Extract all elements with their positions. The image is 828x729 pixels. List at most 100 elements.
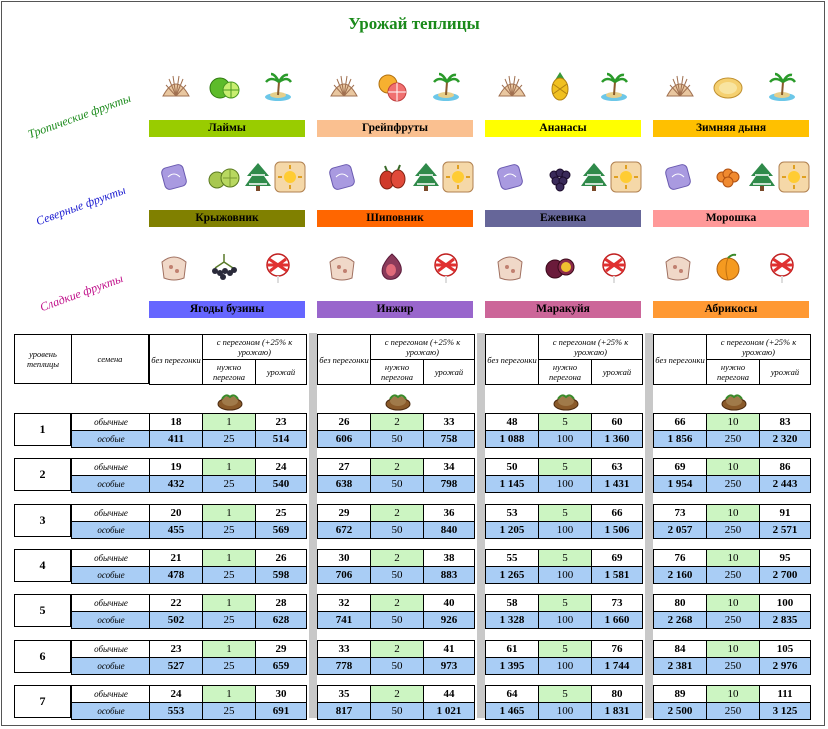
needed-value: 100 bbox=[538, 521, 592, 539]
value-block: 24 1 30 553 25 691 bbox=[149, 685, 307, 720]
yield-value: 105 bbox=[759, 640, 811, 658]
yield-value: 2 835 bbox=[759, 611, 811, 629]
no-distill-value: 606 bbox=[317, 430, 371, 448]
seed-type-special: особые bbox=[71, 521, 151, 539]
level-number: 6 bbox=[14, 640, 71, 673]
seed-pile-icon bbox=[384, 391, 412, 411]
no-distill-value: 706 bbox=[317, 566, 371, 584]
needed-value: 5 bbox=[538, 413, 592, 431]
seed-type-normal: обычные bbox=[71, 458, 151, 476]
no-distill-value: 2 500 bbox=[653, 702, 707, 720]
needed-value: 100 bbox=[538, 702, 592, 720]
needed-value: 50 bbox=[370, 657, 424, 675]
fig-icon bbox=[375, 250, 409, 284]
seed-type-special: особые bbox=[71, 566, 151, 584]
needed-value: 5 bbox=[538, 549, 592, 567]
yield-value: 883 bbox=[423, 566, 475, 584]
yield-value: 540 bbox=[255, 475, 307, 493]
crop-bar-2-4: Морошка bbox=[653, 210, 809, 227]
seed-type-normal: обычные bbox=[71, 549, 151, 567]
needed-value: 250 bbox=[706, 611, 760, 629]
level-number: 4 bbox=[14, 549, 71, 582]
no-distill-value: 411 bbox=[149, 430, 203, 448]
seed-type-normal: обычные bbox=[71, 504, 151, 522]
needed-header: нужно перегона bbox=[538, 359, 592, 385]
yield-value: 34 bbox=[423, 458, 475, 476]
value-block: 20 1 25 455 25 569 bbox=[149, 504, 307, 539]
no-distill-value: 19 bbox=[149, 458, 203, 476]
needed-value: 25 bbox=[202, 611, 256, 629]
no-distill-value: 1 395 bbox=[485, 657, 539, 675]
yield-value: 23 bbox=[255, 413, 307, 431]
value-block: 64 5 80 1 465 100 1 831 bbox=[485, 685, 643, 720]
needed-value: 10 bbox=[706, 413, 760, 431]
tree-icon bbox=[745, 160, 779, 194]
no-distill-value: 66 bbox=[653, 413, 707, 431]
palm-icon bbox=[597, 70, 631, 104]
yield-value: 38 bbox=[423, 549, 475, 567]
yield-value: 24 bbox=[255, 458, 307, 476]
page-title: Урожай теплицы bbox=[348, 14, 480, 33]
header-block-4: без перегонки с перегоном (+25% к урожаю)… bbox=[653, 334, 811, 385]
yield-value: 44 bbox=[423, 685, 475, 703]
candy-icon bbox=[597, 250, 631, 284]
seed-bag-icon bbox=[493, 250, 527, 284]
yield-header: урожай bbox=[423, 359, 475, 385]
needed-value: 2 bbox=[370, 549, 424, 567]
no-distill-value: 61 bbox=[485, 640, 539, 658]
no-distill-value: 21 bbox=[149, 549, 203, 567]
no-distill-value: 84 bbox=[653, 640, 707, 658]
candy-icon bbox=[429, 250, 463, 284]
value-block: 29 2 36 672 50 840 bbox=[317, 504, 475, 539]
value-block: 18 1 23 411 25 514 bbox=[149, 413, 307, 448]
needed-value: 2 bbox=[370, 640, 424, 658]
yield-value: 1 744 bbox=[591, 657, 643, 675]
crop-bar-2-1: Крыжовник bbox=[149, 210, 305, 227]
yield-value: 33 bbox=[423, 413, 475, 431]
seed-type-labels: обычные особые bbox=[71, 458, 151, 493]
ice-icon bbox=[661, 160, 695, 194]
yield-value: 36 bbox=[423, 504, 475, 522]
needed-value: 1 bbox=[202, 594, 256, 612]
melon-icon bbox=[711, 70, 745, 104]
value-block: 30 2 38 706 50 883 bbox=[317, 549, 475, 584]
value-block: 35 2 44 817 50 1 021 bbox=[317, 685, 475, 720]
no-distill-value: 817 bbox=[317, 702, 371, 720]
yield-value: 926 bbox=[423, 611, 475, 629]
no-distill-value: 18 bbox=[149, 413, 203, 431]
yield-value: 569 bbox=[255, 521, 307, 539]
yield-value: 2 700 bbox=[759, 566, 811, 584]
value-block: 27 2 34 638 50 798 bbox=[317, 458, 475, 493]
no-distill-header: без перегонки bbox=[149, 334, 203, 385]
shell-icon bbox=[663, 70, 697, 104]
sun-card-icon bbox=[609, 160, 643, 194]
palm-icon bbox=[429, 70, 463, 104]
value-block: 33 2 41 778 50 973 bbox=[317, 640, 475, 675]
no-distill-value: 73 bbox=[653, 504, 707, 522]
no-distill-value: 69 bbox=[653, 458, 707, 476]
needed-value: 2 bbox=[370, 458, 424, 476]
seed-bag-icon bbox=[157, 250, 191, 284]
needed-value: 10 bbox=[706, 685, 760, 703]
no-distill-value: 432 bbox=[149, 475, 203, 493]
yield-value: 95 bbox=[759, 549, 811, 567]
yield-value: 514 bbox=[255, 430, 307, 448]
apricot-icon bbox=[711, 250, 745, 284]
seed-type-labels: обычные особые bbox=[71, 594, 151, 629]
candy-icon bbox=[765, 250, 799, 284]
with-distill-header: с перегоном (+25% к урожаю) bbox=[202, 334, 307, 360]
value-block: 80 10 100 2 268 250 2 835 bbox=[653, 594, 811, 629]
yield-value: 91 bbox=[759, 504, 811, 522]
ice-icon bbox=[157, 160, 191, 194]
seed-type-labels: обычные особые bbox=[71, 549, 151, 584]
sun-card-icon bbox=[777, 160, 811, 194]
seed-type-normal: обычные bbox=[71, 594, 151, 612]
yield-value: 41 bbox=[423, 640, 475, 658]
needed-header: нужно перегона bbox=[706, 359, 760, 385]
no-distill-value: 24 bbox=[149, 685, 203, 703]
with-distill-header: с перегоном (+25% к урожаю) bbox=[538, 334, 643, 360]
needed-value: 25 bbox=[202, 657, 256, 675]
value-block: 21 1 26 478 25 598 bbox=[149, 549, 307, 584]
seed-type-special: особые bbox=[71, 475, 151, 493]
